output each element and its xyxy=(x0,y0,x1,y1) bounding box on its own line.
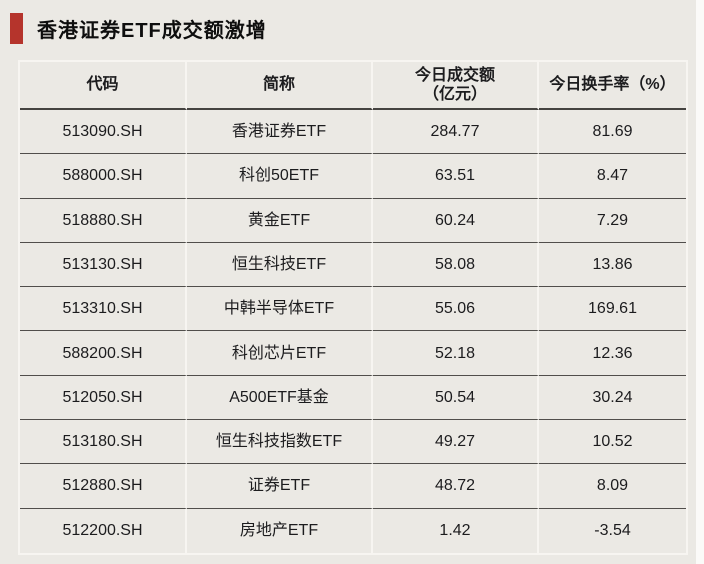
cell-code: 518880.SH xyxy=(20,198,187,243)
cell-turnover-rate: 7.29 xyxy=(539,199,686,243)
cell-turnover-rate: 8.09 xyxy=(539,464,686,509)
table-row: 513090.SH 香港证券ETF 284.77 81.69 xyxy=(20,110,686,155)
title-section: 香港证券ETF成交额激增 xyxy=(10,13,267,44)
table-header-row: 代码 简称 今日成交额 （亿元） 今日换手率（%） xyxy=(20,62,686,110)
table-row: 588200.SH 科创芯片ETF 52.18 12.36 xyxy=(20,331,686,376)
etf-table: 代码 简称 今日成交额 （亿元） 今日换手率（%） 513090.SH 香港证券E… xyxy=(18,60,688,556)
cell-turnover-rate: 169.61 xyxy=(539,287,686,332)
table-row: 513310.SH 中韩半导体ETF 55.06 169.61 xyxy=(20,287,686,332)
table-row: 513130.SH 恒生科技ETF 58.08 13.86 xyxy=(20,242,686,288)
cell-name: 黄金ETF xyxy=(187,198,373,243)
cell-code: 512200.SH xyxy=(20,508,187,554)
cell-turnover-amount: 49.27 xyxy=(373,420,539,465)
cell-name: 科创芯片ETF xyxy=(187,331,373,376)
cell-code: 513310.SH xyxy=(20,287,187,332)
cell-turnover-rate: 10.52 xyxy=(539,420,686,465)
cell-code: 513130.SH xyxy=(20,242,187,288)
cell-name: 中韩半导体ETF xyxy=(187,287,373,332)
cell-name: 恒生科技ETF xyxy=(187,242,373,288)
cell-turnover-amount: 1.42 xyxy=(373,508,539,554)
cell-code: 512880.SH xyxy=(20,464,187,509)
table-row: 512200.SH 房地产ETF 1.42 -3.54 xyxy=(20,508,686,554)
cell-turnover-rate: 12.36 xyxy=(539,331,686,376)
cell-name: 证券ETF xyxy=(187,464,373,509)
table-row: 518880.SH 黄金ETF 60.24 7.29 xyxy=(20,198,686,243)
cell-name: 科创50ETF xyxy=(187,154,373,199)
cell-turnover-amount: 63.51 xyxy=(373,154,539,199)
cell-turnover-amount: 52.18 xyxy=(373,331,539,376)
cell-code: 512050.SH xyxy=(20,375,187,421)
cell-code: 513090.SH xyxy=(20,110,187,155)
cell-name: 房地产ETF xyxy=(187,508,373,554)
cell-turnover-rate: 81.69 xyxy=(539,110,686,155)
column-header-code: 代码 xyxy=(20,62,187,110)
column-header-name: 简称 xyxy=(187,62,373,110)
table-row: 512880.SH 证券ETF 48.72 8.09 xyxy=(20,464,686,509)
table-row: 588000.SH 科创50ETF 63.51 8.47 xyxy=(20,154,686,199)
cell-name: A500ETF基金 xyxy=(187,375,373,421)
cell-name: 恒生科技指数ETF xyxy=(187,420,373,465)
cell-code: 588000.SH xyxy=(20,154,187,199)
cell-code: 588200.SH xyxy=(20,331,187,376)
column-header-turnover-rate: 今日换手率（%） xyxy=(539,62,686,110)
title-accent-bar xyxy=(10,13,23,44)
page-right-margin xyxy=(696,0,704,564)
cell-turnover-amount: 55.06 xyxy=(373,287,539,332)
cell-turnover-rate: -3.54 xyxy=(594,522,631,540)
cell-turnover-amount: 58.08 xyxy=(373,242,539,288)
table-row: 513180.SH 恒生科技指数ETF 49.27 10.52 xyxy=(20,420,686,465)
column-header-turnover-amount: 今日成交额 （亿元） xyxy=(373,62,539,110)
cell-turnover-amount: 50.54 xyxy=(373,375,539,421)
cell-code: 513180.SH xyxy=(20,420,187,465)
table-row: 512050.SH A500ETF基金 50.54 30.24 xyxy=(20,375,686,421)
cell-turnover-amount: 284.77 xyxy=(373,110,539,155)
cell-turnover-amount: 48.72 xyxy=(373,464,539,509)
cell-turnover-rate: 13.86 xyxy=(539,243,686,288)
table-body: 513090.SH 香港证券ETF 284.77 81.69 588000.SH 科创50… xyxy=(20,110,686,554)
cell-turnover-rate: 8.47 xyxy=(539,154,686,199)
cell-name: 香港证券ETF xyxy=(187,110,373,155)
cell-turnover-amount: 60.24 xyxy=(373,198,539,243)
page-title: 香港证券ETF成交额激增 xyxy=(37,20,267,42)
cell-turnover-rate: 30.24 xyxy=(539,376,686,421)
